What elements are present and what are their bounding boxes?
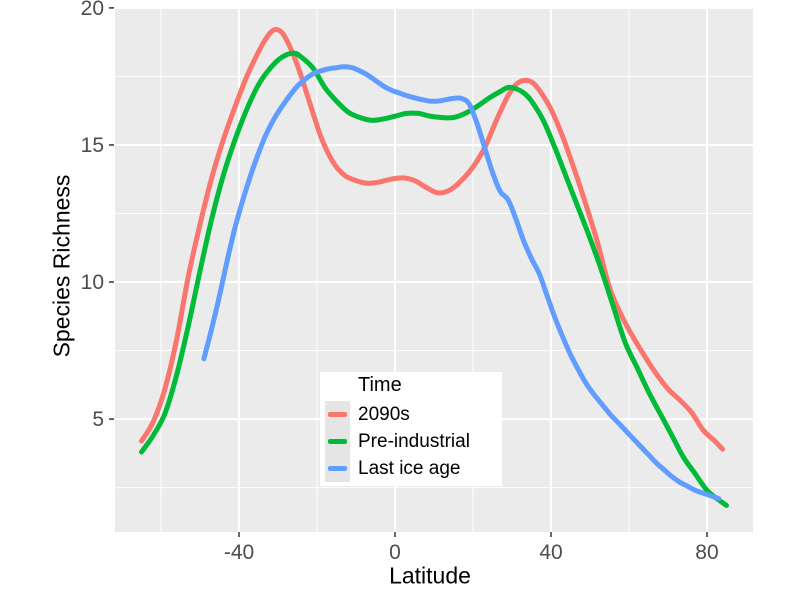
legend-item-last-ice-age: Last ice age [320, 455, 502, 482]
legend-title: Time [358, 374, 402, 396]
curve-last-ice-age [201, 64, 722, 502]
x-tick-label: -40 [224, 541, 254, 564]
y-tick-label: 10 [81, 271, 104, 294]
legend-key-swatch [325, 428, 350, 455]
y-tick-label: 20 [81, 0, 104, 20]
x-axis-title: Latitude [389, 562, 471, 589]
legend-item-label: Pre-industrial [358, 430, 470, 452]
legend-key-swatch [325, 401, 350, 428]
y-tick-label: 5 [92, 408, 104, 431]
curve-pre-industrial [139, 50, 729, 508]
legend-item-pre-industrial: Pre-industrial [320, 428, 502, 455]
legend-item-label: Last ice age [358, 457, 461, 479]
legend-line-icon [328, 439, 347, 444]
x-tick-label: 0 [389, 541, 401, 564]
y-axis-title: Species Richness [48, 174, 75, 358]
legend: Time 2090s Pre-industrial Last ice age [320, 372, 502, 486]
curve-2090s [139, 26, 726, 452]
x-tick-label: 80 [695, 541, 718, 564]
legend-key-swatch [325, 455, 350, 482]
legend-line-icon [328, 412, 347, 417]
legend-line-icon [328, 466, 347, 471]
x-tick-label: 40 [539, 541, 562, 564]
legend-item-2090s: 2090s [320, 401, 502, 428]
legend-item-label: 2090s [358, 403, 410, 425]
y-tick-label: 15 [81, 134, 104, 157]
